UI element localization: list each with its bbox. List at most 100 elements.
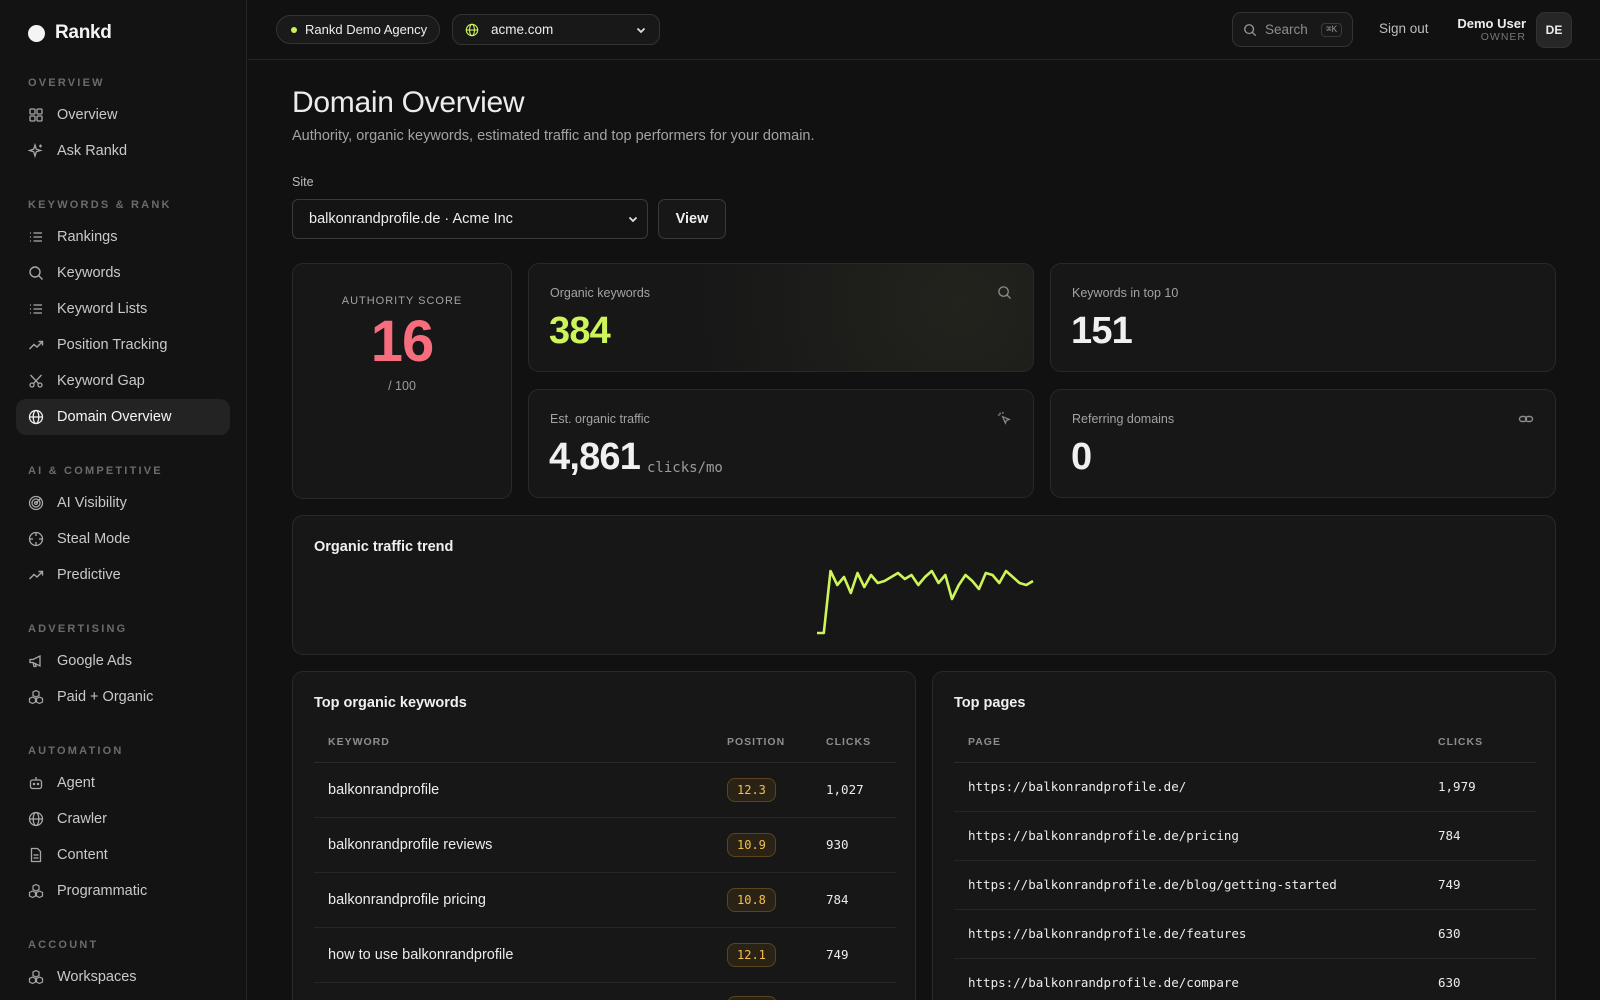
position-badge: 12.3 [727, 777, 776, 802]
brand-logo[interactable]: Rankd [28, 22, 230, 44]
column-header[interactable]: KEYWORD [314, 723, 713, 763]
table-row[interactable]: balkonrandprofile 12.3 1,027 [314, 762, 896, 818]
clicks-cell: 1,027 [812, 762, 896, 818]
table-row[interactable]: balkonrandprofile reviews 10.9 930 [314, 817, 896, 873]
column-header[interactable]: CLICKS [1424, 723, 1536, 763]
search-icon [997, 285, 1012, 300]
position-cell: 10.8 [713, 872, 812, 928]
sidebar-item-predictive[interactable]: Predictive [16, 557, 230, 593]
boxes-icon [28, 689, 44, 705]
megaphone-icon [28, 653, 44, 669]
organic-keywords-value: 384 [549, 310, 611, 352]
globe-icon [28, 409, 44, 425]
sidebar-item-label: Content [57, 847, 108, 863]
organic-traffic-label: Est. organic traffic [550, 412, 650, 426]
search-input[interactable]: Search ⌘K [1232, 12, 1353, 47]
sidebar-item-label: AI Visibility [57, 495, 127, 511]
view-button[interactable]: View [658, 199, 726, 239]
sidebar-item-label: Steal Mode [57, 531, 131, 547]
table-row[interactable]: https://balkonrandprofile.de/features 630 [954, 909, 1536, 959]
sidebar-item-keywords[interactable]: Keywords [16, 255, 230, 291]
column-header[interactable]: PAGE [954, 723, 1424, 763]
search-placeholder: Search [1265, 22, 1308, 37]
table-row[interactable]: https://balkonrandprofile.de/blog/gettin… [954, 860, 1536, 910]
sidebar-item-workspaces[interactable]: Workspaces [16, 959, 230, 995]
chevron-down-icon [635, 24, 647, 36]
sidebar-item-ai-visibility[interactable]: AI Visibility [16, 485, 230, 521]
table-row[interactable]: how to use balkonrandprofile 12.1 749 [314, 927, 896, 983]
sidebar-item-label: Predictive [57, 567, 121, 583]
column-header[interactable]: POSITION [713, 723, 812, 763]
nav-section: ADVERTISING Google Ads Paid + Organic [16, 623, 230, 715]
nav-section-title: AUTOMATION [28, 745, 124, 757]
sidebar-nav: OVERVIEW Overview Ask Rankd KEYWORDS & RANK… [16, 77, 230, 1000]
position-badge: 10.9 [727, 832, 776, 857]
list-icon [28, 229, 44, 245]
sidebar-item-google-ads[interactable]: Google Ads [16, 643, 230, 679]
sidebar-item-position-tracking[interactable]: Position Tracking [16, 327, 230, 363]
table-row[interactable]: balkonrandprofile pricing 10.8 784 [314, 872, 896, 928]
agency-switcher[interactable]: Rankd Demo Agency [276, 15, 441, 44]
keyword-cell: balkonrandprofile [314, 762, 713, 818]
position-cell: 10.9 [713, 817, 812, 873]
organic-traffic-trend-card: Organic traffic trend [292, 515, 1556, 655]
sidebar-item-rankings[interactable]: Rankings [16, 219, 230, 255]
authority-score-label: AUTHORITY SCORE [341, 295, 463, 307]
trend-up-icon [28, 337, 44, 353]
table-row[interactable]: https://balkonrandprofile.de/compare 630 [954, 958, 1536, 1000]
sidebar-item-agent[interactable]: Agent [16, 765, 230, 801]
table-row[interactable] [314, 982, 896, 1000]
organic-traffic-unit: clicks/mo [647, 460, 723, 476]
clicks-cell: 630 [1424, 909, 1536, 959]
domain-select[interactable]: acme.com [452, 14, 660, 45]
crosshair-icon [28, 531, 44, 547]
referring-domains-label: Referring domains [1072, 412, 1175, 426]
sidebar-item-label: Programmatic [57, 883, 148, 899]
sidebar-item-ask-rankd[interactable]: Ask Rankd [16, 133, 230, 169]
site-select[interactable]: balkonrandprofile.de · Acme Inc [292, 199, 648, 239]
sidebar-item-content[interactable]: Content [16, 837, 230, 873]
page-subtitle: Authority, organic keywords, estimated t… [292, 128, 815, 144]
search-icon [1243, 23, 1257, 37]
sidebar-item-domain-overview[interactable]: Domain Overview [16, 399, 230, 435]
sidebar-item-members[interactable]: Members [16, 995, 230, 1000]
position-badge: 12.1 [727, 942, 776, 967]
document-icon [28, 847, 44, 863]
sidebar-item-crawler[interactable]: Crawler [16, 801, 230, 837]
position-cell: 12.1 [713, 927, 812, 983]
top-keywords-table: KEYWORD POSITION CLICKS balkonrandprofil… [314, 723, 896, 1000]
organic-keywords-label: Organic keywords [550, 286, 651, 300]
avatar[interactable]: DE [1536, 12, 1572, 48]
sidebar-item-paid-organic[interactable]: Paid + Organic [16, 679, 230, 715]
sidebar-item-steal-mode[interactable]: Steal Mode [16, 521, 230, 557]
column-header[interactable]: CLICKS [812, 723, 896, 763]
page-url-cell[interactable]: https://balkonrandprofile.de/ [954, 762, 1424, 812]
nav-section: KEYWORDS & RANK Rankings Keywords Keyword L… [16, 199, 230, 435]
nav-section-title: ADVERTISING [28, 623, 128, 635]
page-url-cell[interactable]: https://balkonrandprofile.de/blog/gettin… [954, 860, 1424, 910]
table-row[interactable]: https://balkonrandprofile.de/pricing 784 [954, 811, 1536, 861]
position-cell: 12.3 [713, 762, 812, 818]
sign-out-button[interactable]: Sign out [1379, 21, 1429, 36]
sidebar-item-keyword-gap[interactable]: Keyword Gap [16, 363, 230, 399]
referring-domains-value: 0 [1071, 436, 1092, 478]
user-name: Demo User [1457, 16, 1526, 31]
clicks-cell: 930 [812, 817, 896, 873]
page-url-cell[interactable]: https://balkonrandprofile.de/compare [954, 958, 1424, 1000]
globe-icon [28, 811, 44, 827]
trend-series-line [817, 569, 1034, 635]
site-label: Site [292, 175, 314, 189]
keyword-cell: balkonrandprofile reviews [314, 817, 713, 873]
nav-section: OVERVIEW Overview Ask Rankd [16, 77, 230, 169]
page-url-cell[interactable]: https://balkonrandprofile.de/features [954, 909, 1424, 959]
page-url-cell[interactable]: https://balkonrandprofile.de/pricing [954, 811, 1424, 861]
keyword-cell [314, 982, 713, 1000]
sidebar-item-overview[interactable]: Overview [16, 97, 230, 133]
sidebar-item-programmatic[interactable]: Programmatic [16, 873, 230, 909]
authority-score-value: 16 [370, 309, 435, 374]
keyword-cell: balkonrandprofile pricing [314, 872, 713, 928]
sparkle-icon [28, 143, 44, 159]
brand-name: Rankd [55, 22, 112, 43]
table-row[interactable]: https://balkonrandprofile.de/1,979 [954, 762, 1536, 812]
sidebar-item-keyword-lists[interactable]: Keyword Lists [16, 291, 230, 327]
